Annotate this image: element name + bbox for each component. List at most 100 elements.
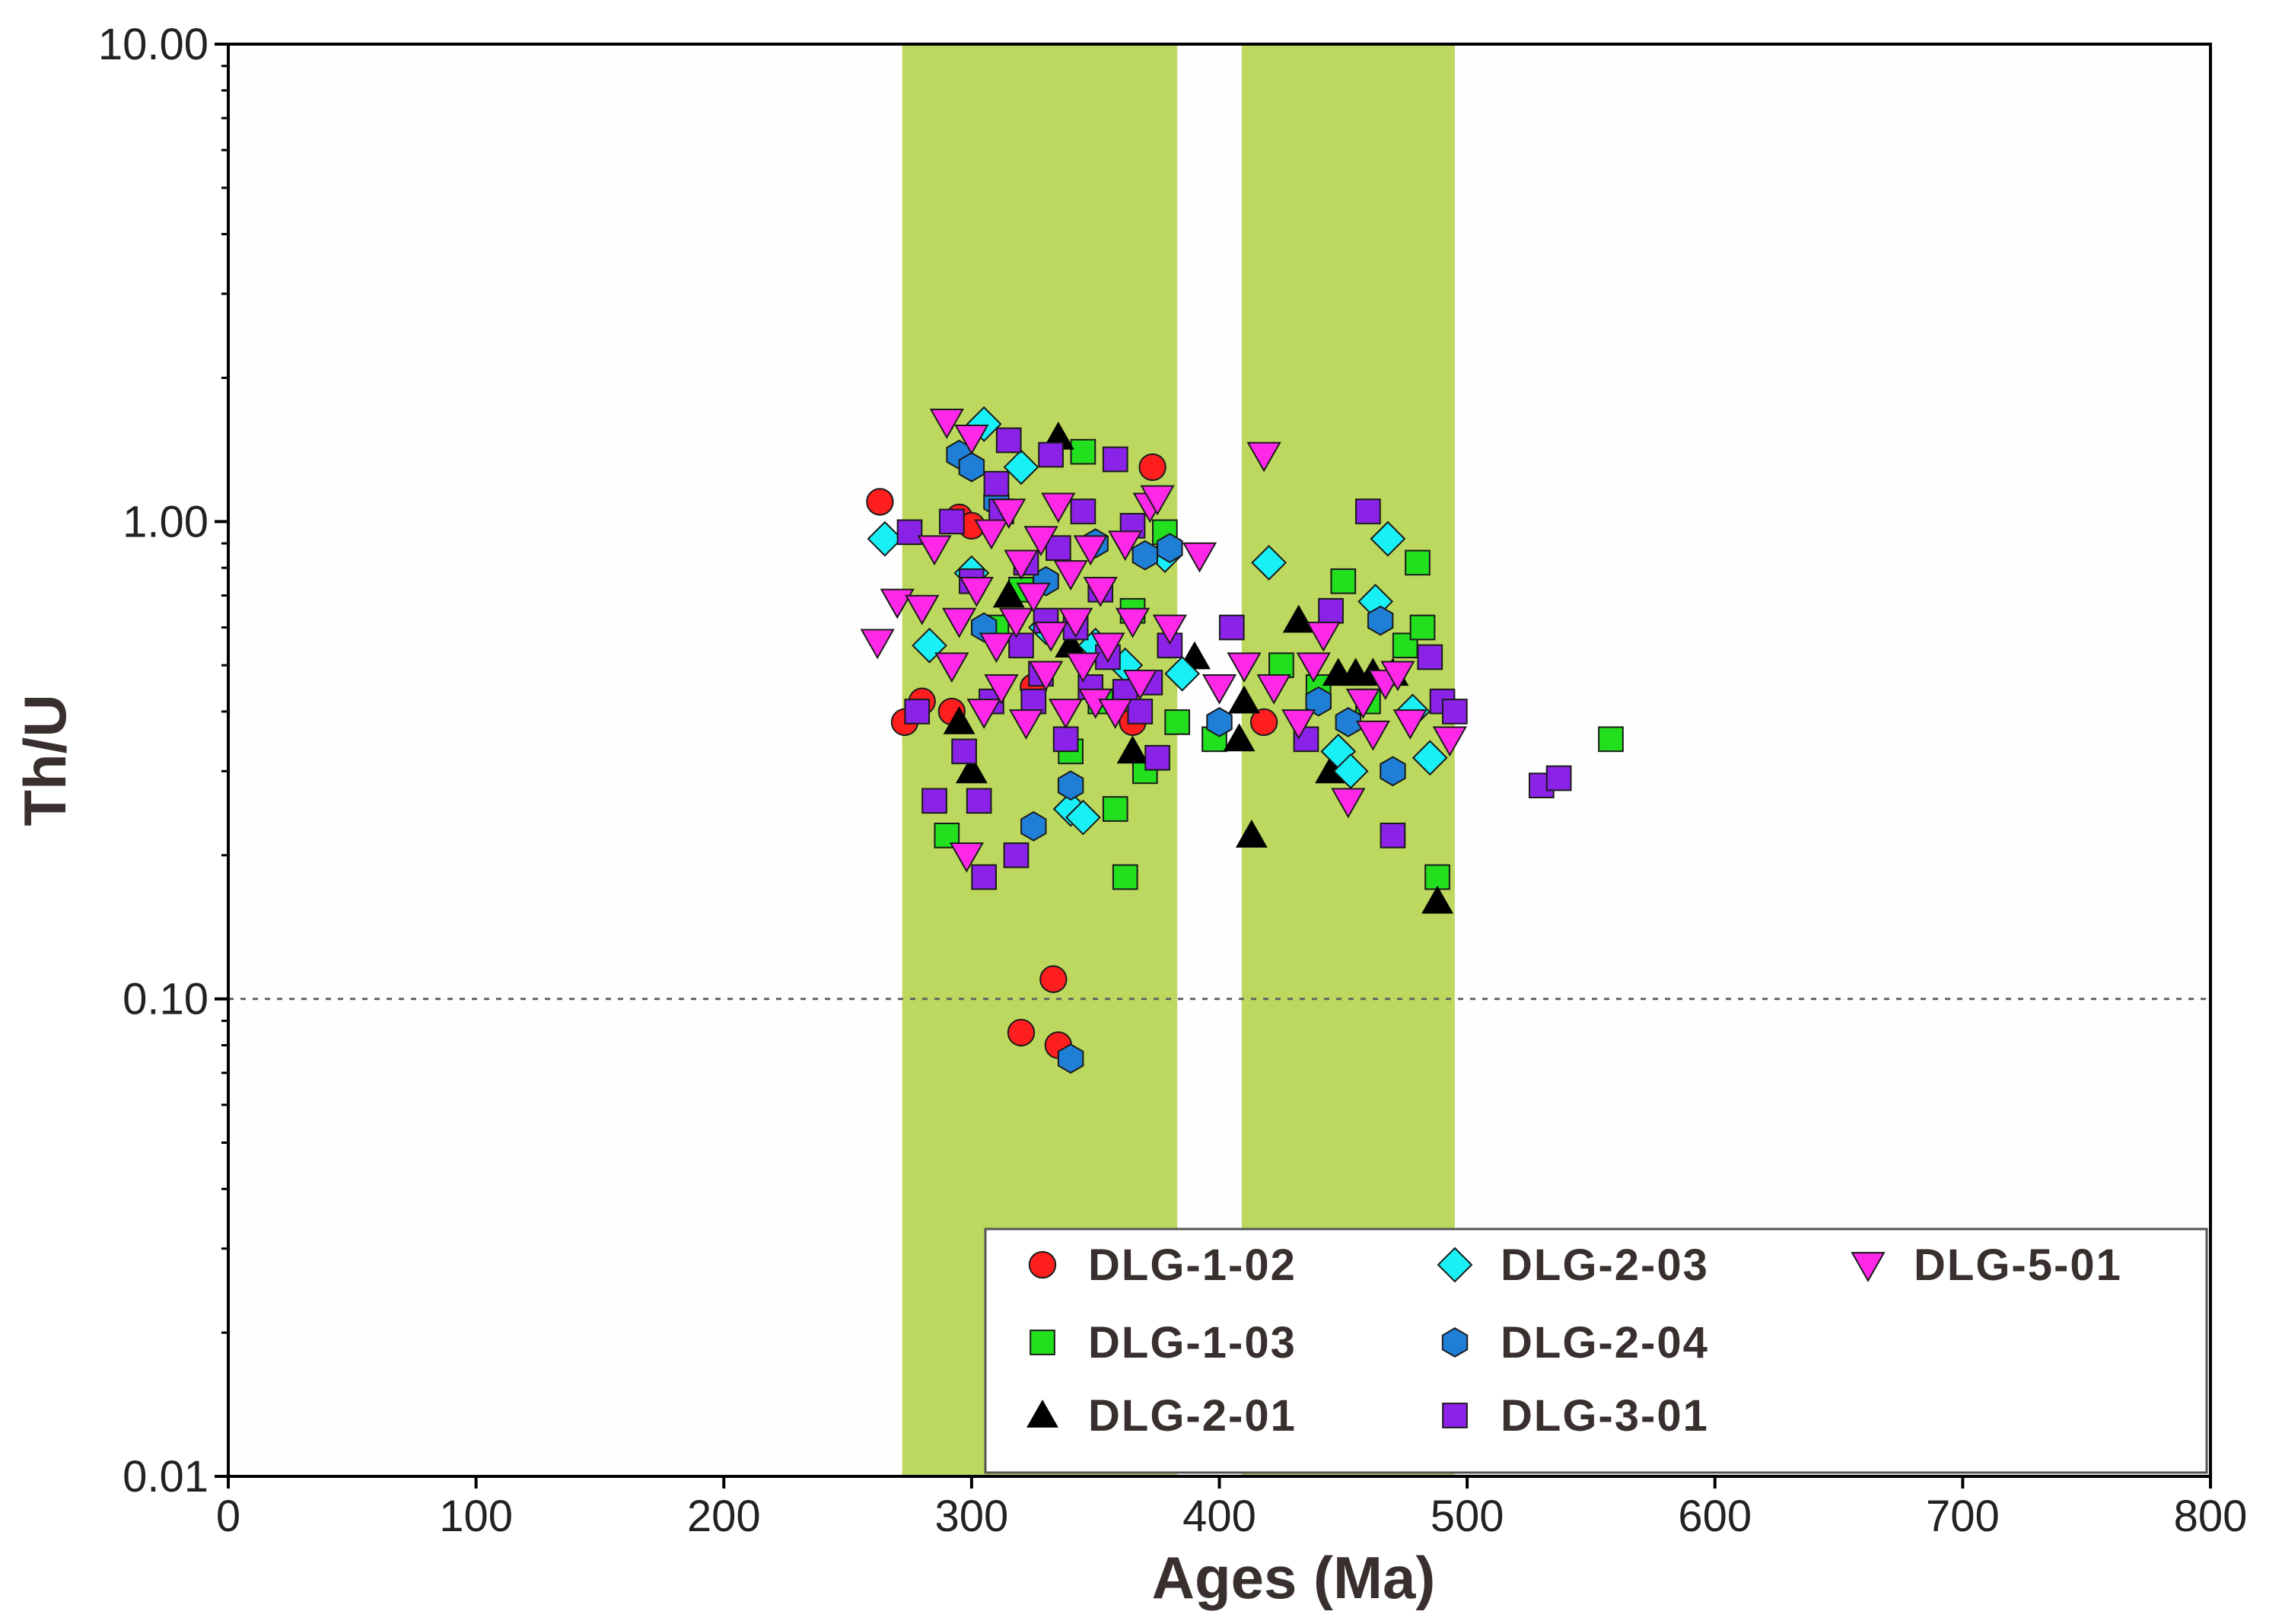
- point-dlg-3-01-37: [1355, 498, 1381, 524]
- point-dlg-1-03-19: [1598, 726, 1624, 753]
- point-dlg-5-01-30: [1083, 576, 1118, 607]
- point-dlg-5-01-53: [1432, 726, 1467, 757]
- point-dlg-5-01-42: [1246, 441, 1281, 473]
- point-dlg-5-01-2: [880, 588, 915, 619]
- point-dlg-2-01-15: [1421, 885, 1453, 914]
- point-dlg-5-01-17: [1004, 549, 1039, 581]
- point-dlg-3-01-23: [1070, 498, 1096, 524]
- data-points: [860, 406, 1624, 1074]
- point-dlg-5-01-25: [1053, 560, 1088, 591]
- point-dlg-3-01-38: [1380, 823, 1406, 849]
- point-dlg-5-01-11: [966, 699, 1001, 729]
- point-dlg-5-01-40: [1201, 674, 1237, 705]
- legend-label-dlg-2-03: DLG-2-03: [1501, 1240, 1709, 1290]
- point-dlg-2-04-7: [1131, 540, 1159, 571]
- point-dlg-2-03-15: [1370, 521, 1406, 557]
- point-dlg-3-01-5: [951, 738, 977, 765]
- point-dlg-3-01-14: [1008, 632, 1034, 659]
- point-dlg-5-01-51: [1380, 661, 1415, 692]
- point-dlg-3-01-13: [1003, 842, 1030, 868]
- x-tick-label-300: 300: [934, 1492, 1008, 1541]
- y-tick-label-10.00: 10.00: [98, 20, 208, 69]
- point-dlg-2-04-8: [1157, 533, 1183, 564]
- point-dlg-5-01-15: [991, 498, 1026, 529]
- point-dlg-3-01-36: [1318, 597, 1344, 624]
- point-dlg-1-02-1: [866, 488, 894, 516]
- legend-marker-dlg-2-04: [1441, 1327, 1469, 1358]
- legend-label-dlg-1-02: DLG-1-02: [1088, 1240, 1297, 1290]
- point-dlg-3-01-43: [1545, 765, 1572, 791]
- legend-label-dlg-1-03: DLG-1-03: [1088, 1318, 1297, 1368]
- point-dlg-2-01-8: [1235, 819, 1268, 848]
- legend-marker-dlg-1-03: [1030, 1329, 1055, 1355]
- point-dlg-2-04-10: [1305, 686, 1332, 717]
- point-dlg-2-01-17: [1055, 629, 1087, 658]
- point-dlg-3-01-39: [1417, 644, 1443, 670]
- point-dlg-3-01-33: [1157, 632, 1183, 659]
- point-dlg-5-01-49: [1355, 720, 1391, 751]
- x-axis-ticks: 0 100 200 300 400 500 600 700 800: [216, 1476, 2247, 1541]
- point-dlg-2-04-5: [1057, 770, 1084, 801]
- point-dlg-3-01-19: [1038, 441, 1064, 468]
- point-dlg-5-01-6: [934, 652, 969, 683]
- point-dlg-3-01-41: [1442, 699, 1468, 724]
- point-dlg-1-03-13: [1330, 568, 1357, 594]
- point-dlg-2-04-6: [1057, 1043, 1084, 1074]
- point-dlg-2-03-17: [1412, 740, 1448, 776]
- x-tick-label-400: 400: [1182, 1492, 1256, 1541]
- point-dlg-3-01-10: [983, 470, 1010, 497]
- legend-entry-dlg-3-01: DLG-3-01: [1442, 1391, 1708, 1441]
- point-dlg-5-01-8: [949, 842, 984, 873]
- legend-label-dlg-5-01: DLG-5-01: [1914, 1240, 2122, 1290]
- point-dlg-5-01-31: [1090, 632, 1125, 664]
- point-dlg-5-01-37: [1140, 485, 1175, 516]
- point-dlg-1-02-11: [1249, 708, 1278, 737]
- legend-entry-dlg-2-03: DLG-2-03: [1437, 1240, 1709, 1290]
- point-dlg-3-01-12: [995, 427, 1022, 454]
- point-dlg-2-04-4: [1020, 810, 1047, 842]
- point-dlg-5-01-12: [974, 519, 1009, 550]
- point-dlg-3-01-21: [1052, 726, 1079, 753]
- point-dlg-5-01-20: [1023, 526, 1058, 556]
- point-dlg-5-01-23: [1041, 492, 1076, 524]
- point-dlg-3-01-32: [1144, 744, 1170, 771]
- point-dlg-2-04-13: [1380, 756, 1406, 787]
- point-dlg-2-01-9: [1282, 604, 1315, 633]
- point-dlg-2-01-6: [1223, 723, 1256, 752]
- point-dlg-3-01-8: [971, 864, 997, 890]
- point-dlg-5-01-10: [959, 576, 995, 607]
- point-dlg-1-03-6: [1112, 864, 1138, 890]
- point-dlg-1-03-17: [1409, 614, 1436, 641]
- point-dlg-3-01-4: [938, 508, 965, 535]
- point-dlg-5-01-18: [1008, 709, 1044, 740]
- point-dlg-3-01-34: [1218, 614, 1245, 641]
- point-dlg-2-03-6: [1065, 799, 1101, 836]
- point-dlg-2-03-13: [1332, 753, 1369, 789]
- y-tick-label-0.10: 0.10: [123, 975, 208, 1024]
- point-dlg-2-04-9: [1206, 707, 1233, 737]
- x-axis-title: Ages (Ma): [1152, 1544, 1436, 1611]
- point-dlg-5-01-47: [1331, 788, 1366, 819]
- y-axis-title: Th/U: [11, 694, 78, 826]
- point-dlg-3-01-1: [896, 519, 923, 546]
- point-dlg-1-03-9: [1164, 709, 1190, 735]
- point-dlg-5-01-48: [1345, 688, 1380, 719]
- point-dlg-3-01-20: [1046, 535, 1071, 562]
- point-dlg-5-01-38: [1152, 614, 1187, 645]
- y-tick-label-1.00: 1.00: [123, 497, 208, 546]
- point-dlg-2-04-2: [958, 451, 985, 482]
- point-dlg-1-02-10: [1138, 453, 1166, 482]
- point-dlg-2-01-16: [992, 579, 1025, 608]
- point-dlg-5-01-46: [1306, 621, 1341, 652]
- point-dlg-5-01-43: [1256, 674, 1291, 705]
- point-dlg-2-01-7: [1228, 685, 1260, 714]
- x-tick-label-500: 500: [1431, 1492, 1504, 1541]
- legend-marker-dlg-2-03: [1437, 1247, 1473, 1283]
- point-dlg-1-02-7: [1039, 965, 1068, 993]
- legend-entry-dlg-2-01: DLG-2-01: [1026, 1391, 1295, 1441]
- legend: DLG-1-02 DLG-1-03 DLG-2-01 DLG-2-03 DLG-2-04…: [984, 1228, 2208, 1474]
- point-dlg-5-01-4: [917, 535, 952, 566]
- point-dlg-5-01-44: [1281, 709, 1316, 740]
- point-dlg-2-04-11: [1335, 707, 1362, 737]
- point-dlg-3-01-3: [921, 788, 947, 814]
